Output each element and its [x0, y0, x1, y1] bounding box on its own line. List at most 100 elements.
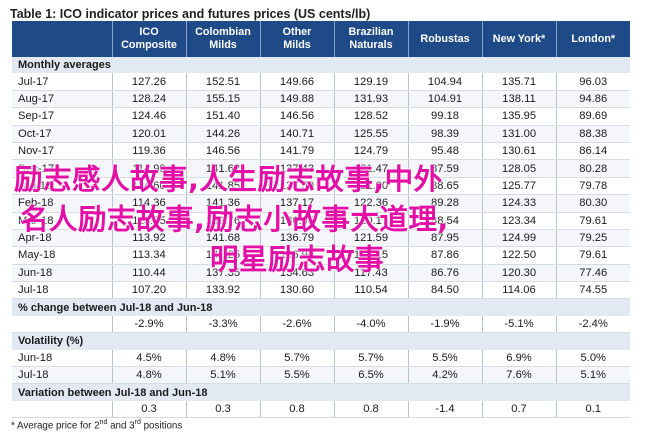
table-cell: 80.28 — [555, 159, 630, 178]
header-row: ICO Composite Colombian Milds Other Milds B… — [12, 21, 630, 57]
header-line: New York* — [492, 32, 546, 45]
table-cell: 125.55 — [333, 125, 408, 143]
table-cell: 113.34 — [111, 246, 186, 265]
row-label — [12, 400, 112, 419]
table-cell: 137.59 — [259, 177, 334, 196]
table-cell: 131.93 — [333, 90, 408, 109]
table-cell: 95.48 — [407, 142, 482, 161]
table-cell: 113.92 — [111, 229, 186, 248]
table-cell: 141.62 — [185, 159, 260, 178]
row-label: Apr-18 — [12, 229, 112, 248]
section-header-row: Monthly averages — [12, 57, 630, 74]
row-label: Aug-17 — [12, 90, 112, 109]
table-cell: 121.47 — [333, 159, 408, 178]
table-cell: 5.0% — [555, 349, 630, 368]
table-cell: 99.18 — [407, 107, 482, 126]
table-row: Apr-18 113.92 141.68 136.79 121.59 87.95 124.9… — [12, 229, 630, 248]
row-label — [12, 315, 112, 334]
table-cell: 79.61 — [555, 212, 630, 230]
header-line: Other — [282, 26, 312, 38]
table-cell: 110.44 — [111, 264, 186, 283]
table-cell: 137.43 — [259, 159, 334, 178]
section-heading: Volatility (%) — [12, 332, 630, 350]
table-cell: 144.26 — [185, 125, 260, 143]
table-cell: 137.35 — [185, 264, 260, 283]
table-cell: 124.99 — [481, 229, 556, 248]
table-cell: 133.92 — [185, 281, 260, 300]
header-line: London* — [571, 32, 616, 45]
table-cell: 79.25 — [555, 229, 630, 248]
table-row: Jun-18 4.5% 4.8% 5.7% 5.7% 5.5% 6.9% 5.0% — [12, 349, 630, 368]
table-body: Monthly averages Jul-17 127.26 152.51 149.66… — [12, 57, 630, 419]
table-cell: 114.60 — [111, 177, 186, 196]
table-row: Jul-17 127.26 152.51 149.66 129.19 104.94 135.… — [12, 73, 630, 91]
table-cell: 7.6% — [481, 366, 556, 385]
price-table: ICO Composite Colombian Milds Other Milds B… — [12, 21, 630, 419]
table-cell: 110.54 — [333, 281, 408, 300]
table-cell: 120.01 — [111, 125, 186, 143]
table-cell: 6.9% — [481, 349, 556, 368]
table-cell: 4.8% — [185, 349, 260, 368]
table-cell: 0.8 — [333, 400, 408, 419]
table-row: Oct-17 120.01 144.26 140.71 125.55 98.39 131.0… — [12, 125, 630, 143]
header-robustas: Robustas — [408, 21, 483, 57]
header-line: Milds — [209, 39, 237, 51]
table-row: Jan-18 114.60 141.85 137.59 121.80 88.65 125.7… — [12, 177, 630, 196]
table-cell: 121.80 — [333, 177, 408, 196]
table-row: May-18 113.34 141.25 136.96 120.15 87.86 122.5… — [12, 246, 630, 265]
table-cell: 129.19 — [333, 73, 408, 91]
table-cell: -2.9% — [111, 315, 186, 334]
table-cell: 0.8 — [259, 400, 334, 419]
section-heading: % change between Jul-18 and Jun-18 — [12, 298, 630, 316]
table-row: Nov-17 119.36 146.56 141.79 124.79 95.48 130.6… — [12, 142, 630, 161]
table-cell: 127.26 — [111, 73, 186, 91]
row-label: Oct-17 — [12, 125, 112, 143]
table-cell: 113.55 — [111, 212, 186, 230]
row-label: Nov-17 — [12, 142, 112, 161]
row-label: Sep-17 — [12, 107, 112, 126]
table-cell: -2.4% — [555, 315, 630, 334]
footnote-text: * Average price for 2 — [11, 420, 100, 432]
table-cell: 120.17 — [333, 212, 408, 230]
table-cell: 125.77 — [481, 177, 556, 196]
table-cell: 114.36 — [111, 194, 186, 213]
header-ico-composite: ICO Composite — [112, 21, 187, 57]
table-cell: 4.8% — [111, 366, 186, 385]
table-cell: 155.15 — [185, 90, 260, 109]
table-row: Sep-17 124.46 151.40 146.56 128.52 99.18 135.9… — [12, 107, 630, 126]
table-row: Dec-17 114.99 141.62 137.43 121.47 87.59 128.0… — [12, 159, 630, 178]
table-cell: 140.71 — [259, 125, 334, 143]
table-cell: 123.34 — [481, 212, 556, 230]
table-cell: 136.79 — [259, 229, 334, 248]
header-line: Milds — [283, 39, 311, 51]
table-cell: 135.71 — [481, 73, 556, 91]
table-cell: 117.43 — [333, 264, 408, 283]
row-label: May-18 — [12, 246, 112, 265]
table-cell: 141.85 — [185, 177, 260, 196]
table-cell: 107.20 — [111, 281, 186, 300]
table-row: Feb-18 114.36 141.36 137.17 122.36 89.28 124.3… — [12, 194, 630, 213]
table-row: -2.9% -3.3% -2.6% -4.0% -1.9% -5.1% -2.4% — [12, 315, 630, 334]
table-cell: 5.5% — [259, 366, 334, 385]
table-cell: 134.63 — [259, 264, 334, 283]
section-heading: Variation between Jul-18 and Jun-18 — [12, 383, 630, 401]
table-cell: 124.33 — [481, 194, 556, 213]
table-cell: -4.0% — [333, 315, 408, 334]
table-cell: 130.61 — [481, 142, 556, 161]
row-label: Jul-18 — [12, 366, 112, 385]
table-row: Jul-18 107.20 133.92 130.60 110.54 84.50 114.0… — [12, 281, 630, 300]
table-cell: 151.40 — [185, 107, 260, 126]
table-cell: 121.59 — [333, 229, 408, 248]
row-label: Jul-17 — [12, 73, 112, 91]
header-colombian-milds: Colombian Milds — [186, 21, 261, 57]
table-cell: 5.5% — [407, 349, 482, 368]
table-cell: 146.56 — [259, 107, 334, 126]
table-cell: 138.11 — [481, 90, 556, 109]
row-label: Jun-18 — [12, 264, 112, 283]
table-cell: 152.51 — [185, 73, 260, 91]
table-cell: 122.50 — [481, 246, 556, 265]
footnote-sup: nd — [99, 419, 108, 426]
table-cell: 88.54 — [407, 212, 482, 230]
header-other-milds: Other Milds — [260, 21, 335, 57]
table-cell: 124.46 — [111, 107, 186, 126]
